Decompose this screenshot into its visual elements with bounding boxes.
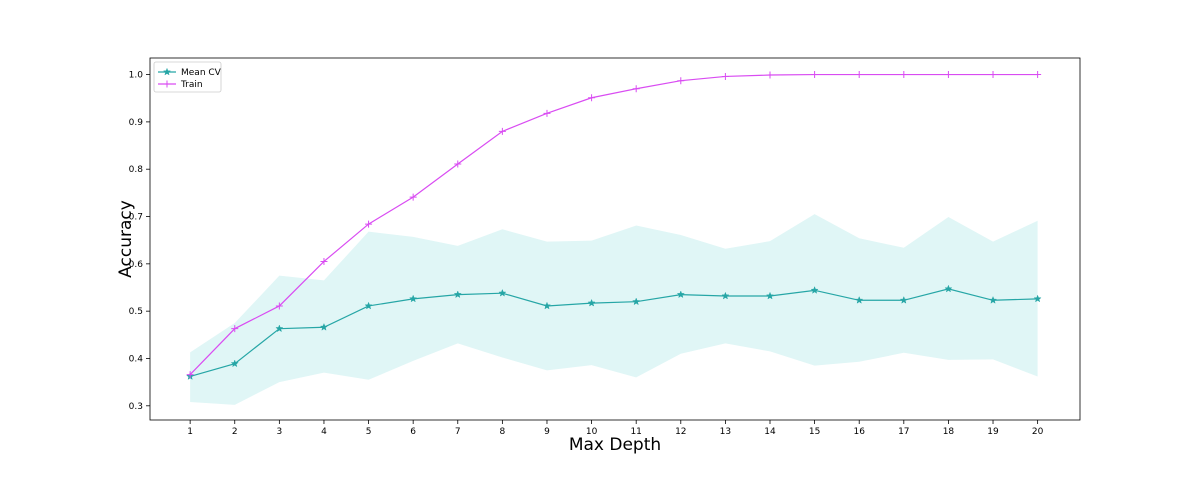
point-train	[365, 220, 373, 228]
x-tick-label: 3	[276, 427, 282, 437]
point-train	[409, 193, 417, 201]
point-mean-cv	[944, 284, 953, 293]
x-tick-label: 9	[544, 427, 550, 437]
point-train	[855, 71, 863, 79]
series-layer	[186, 71, 1042, 380]
series-line-train	[189, 73, 1038, 375]
cv-std-band	[190, 214, 1038, 405]
point-mean-cv	[810, 286, 819, 294]
point-mean-cv	[587, 298, 596, 307]
x-tick-label: 11	[630, 427, 641, 437]
y-axis-ticks: 0.3 0.4 0.5 0.6 0.7 0.8 0.9 1.0	[129, 71, 150, 412]
point-train	[498, 127, 506, 135]
point-train	[186, 371, 194, 379]
point-train	[543, 109, 551, 117]
point-mean-cv	[855, 295, 864, 304]
legend: Mean CV Train	[153, 61, 222, 93]
point-train	[989, 71, 997, 79]
x-tick-label: 15	[809, 427, 820, 437]
point-train	[320, 257, 328, 265]
legend-marker-train	[163, 80, 171, 88]
y-tick-label: 0.8	[129, 165, 144, 175]
x-tick-label: 20	[1032, 427, 1044, 437]
point-train	[721, 72, 729, 80]
legend-marker-mean-cv	[162, 67, 172, 76]
point-mean-cv	[899, 295, 908, 304]
plot-frame	[149, 57, 1081, 421]
point-mean-cv	[765, 291, 775, 300]
y-tick-label: 0.5	[129, 307, 143, 317]
x-tick-label: 4	[321, 427, 327, 437]
point-train	[677, 77, 685, 85]
x-tick-label: 10	[586, 427, 598, 437]
legend-item-mean-cv: Mean CV	[158, 67, 222, 78]
x-tick-label: 19	[987, 427, 999, 437]
series-train	[186, 71, 1042, 379]
point-mean-cv	[364, 301, 373, 310]
y-tick-label: 0.4	[129, 354, 144, 364]
x-tick-label: 1	[187, 427, 193, 437]
point-mean-cv	[676, 290, 685, 299]
point-mean-cv	[275, 324, 284, 333]
cv-band-layer	[190, 214, 1038, 405]
x-axis-ticks: 1 2 3 4 5 6 7 8 9 10 11 12 13 14 15 16 17 18 19 20	[187, 420, 1044, 437]
point-train	[454, 160, 462, 168]
x-tick-label: 17	[898, 427, 909, 437]
point-train	[766, 71, 774, 79]
point-mean-cv	[988, 295, 998, 304]
point-mean-cv	[721, 291, 730, 300]
point-train	[275, 302, 283, 310]
x-tick-label: 12	[675, 427, 686, 437]
x-axis-label: Max Depth	[569, 435, 661, 455]
x-tick-label: 5	[366, 427, 372, 437]
legend-label-mean-cv: Mean CV	[181, 68, 222, 78]
x-tick-label: 16	[853, 427, 865, 437]
point-train	[588, 94, 596, 102]
y-tick-label: 0.9	[129, 118, 144, 128]
x-tick-label: 6	[410, 427, 416, 437]
y-tick-label: 0.6	[129, 260, 144, 270]
x-tick-label: 13	[720, 427, 731, 437]
point-mean-cv	[632, 297, 641, 306]
point-mean-cv	[542, 301, 552, 310]
y-tick-label: 0.3	[129, 402, 143, 412]
point-train	[1034, 71, 1042, 79]
point-mean-cv	[1033, 294, 1042, 303]
x-tick-label: 18	[943, 427, 955, 437]
legend-item-train: Train	[158, 80, 203, 90]
point-mean-cv	[498, 288, 507, 297]
point-train	[944, 71, 952, 79]
point-train	[231, 325, 239, 333]
point-train	[900, 71, 908, 79]
series-mean-cv	[186, 284, 1042, 380]
y-axis-label: Accuracy	[116, 200, 136, 278]
point-mean-cv	[453, 290, 462, 299]
x-tick-label: 7	[455, 427, 461, 437]
point-mean-cv	[230, 359, 239, 368]
series-line-mean-cv	[189, 288, 1038, 378]
point-mean-cv	[409, 294, 418, 303]
y-tick-label: 1.0	[129, 71, 144, 81]
point-train	[811, 71, 819, 79]
y-tick-label: 0.7	[129, 213, 143, 223]
x-tick-label: 8	[500, 427, 506, 437]
point-mean-cv	[319, 322, 329, 331]
point-train	[632, 85, 640, 93]
legend-label-train: Train	[180, 80, 203, 90]
x-tick-label: 2	[232, 427, 238, 437]
x-tick-label: 14	[764, 427, 776, 437]
